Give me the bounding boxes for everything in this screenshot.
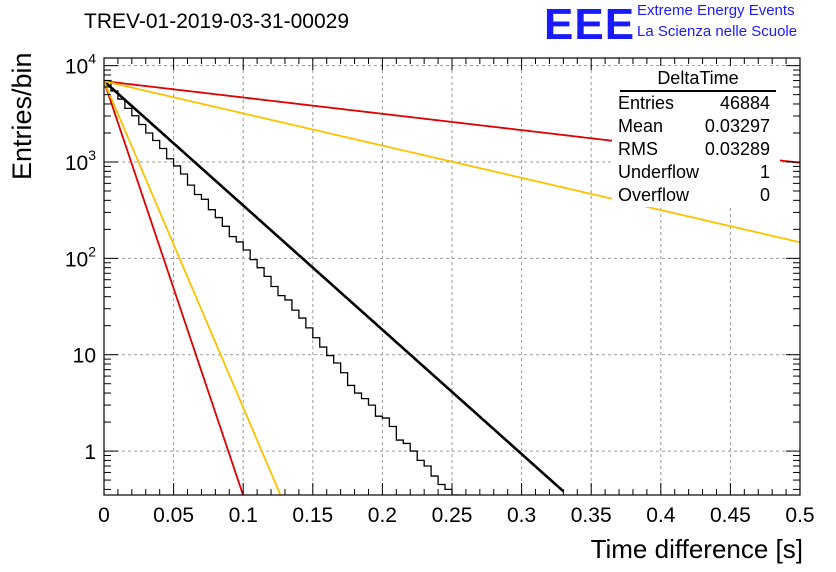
logo-caption-line2: La Scienza nelle Scuole: [637, 23, 798, 40]
stats-value: 1: [759, 162, 770, 182]
yellow-reference-line: [104, 80, 282, 495]
logo-caption-line1: Extreme Energy Events: [637, 2, 795, 19]
stats-row: Mean 0.03297: [612, 115, 780, 138]
x-tick-label: 0.2: [368, 504, 397, 527]
stats-row: Entries 46884: [612, 92, 780, 115]
stats-value: 0: [759, 185, 770, 205]
histogram-bars: [104, 79, 460, 495]
x-tick-label: 0.45: [710, 504, 751, 527]
x-tick-label: 0.15: [292, 504, 333, 527]
y-tick-label: 102: [65, 243, 96, 271]
stats-label: Mean: [618, 116, 664, 136]
y-tick-label: 103: [65, 147, 96, 175]
stats-box: DeltaTime Entries 46884 Mean 0.03297 RMS…: [612, 66, 780, 207]
stats-row: Overflow 0: [612, 184, 780, 207]
x-tick-label: 0: [98, 504, 110, 527]
stats-value: 0.03289: [704, 139, 770, 159]
fit-line: [104, 80, 565, 493]
y-tick-label: 104: [65, 51, 96, 79]
stats-title: DeltaTime: [620, 66, 776, 92]
y-tick-label: 10: [73, 345, 96, 368]
run-title: TREV-01-2019-03-31-00029: [84, 10, 350, 33]
x-tick-label: 0.1: [229, 504, 258, 527]
yellow-reference-line: [104, 80, 800, 244]
stats-row: Underflow 1: [612, 161, 780, 184]
stats-label: Underflow: [618, 162, 700, 182]
stats-value: 0.03297: [704, 116, 770, 136]
stats-label: RMS: [618, 139, 658, 159]
stats-value: 46884: [719, 93, 770, 113]
x-axis-label: Time difference [s]: [590, 534, 803, 564]
stats-row: RMS 0.03289: [612, 138, 780, 161]
stats-label: Overflow: [618, 185, 690, 205]
eee-logo: EEE: [544, 0, 636, 49]
y-tick-label: 1: [84, 441, 96, 464]
x-tick-label: 0.4: [646, 504, 676, 527]
x-tick-label: 0.3: [507, 504, 536, 527]
x-tick-label: 0.25: [432, 504, 473, 527]
x-tick-label: 0.05: [153, 504, 194, 527]
x-tick-label: 0.5: [785, 504, 814, 527]
y-axis-label: Entries/bin: [7, 52, 37, 180]
red-reference-line: [104, 80, 244, 495]
stats-label: Entries: [618, 93, 675, 113]
x-tick-label: 0.35: [571, 504, 612, 527]
